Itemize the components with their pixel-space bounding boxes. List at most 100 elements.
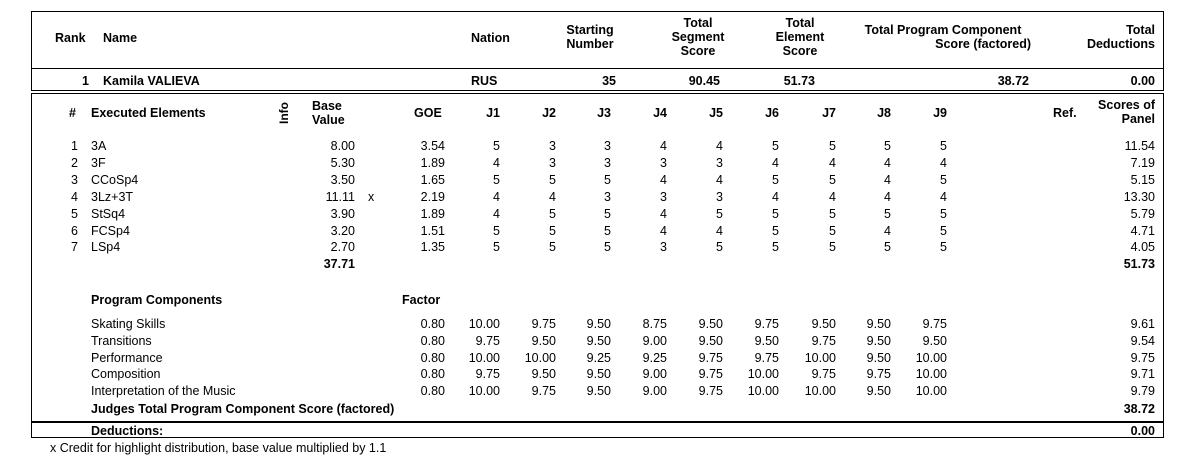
element-judge-7: 5 [829, 240, 836, 255]
component-panel-score: 9.71 [1130, 367, 1155, 382]
component-panel-score: 9.61 [1130, 317, 1155, 331]
judge-header-5: J5 [709, 106, 723, 120]
element-judge-7: 5 [829, 172, 836, 187]
skater-nation: RUS [471, 74, 498, 88]
component-judge-2: 10.00 [524, 350, 556, 365]
component-judge-7: 9.75 [811, 333, 836, 348]
component-judge-4: 8.75 [642, 317, 667, 331]
skater-deductions: 0.00 [1130, 74, 1155, 88]
element-judge-1: 4 [493, 189, 500, 204]
components-total-label: Judges Total Program Component Score (fa… [91, 402, 395, 416]
element-judge-9: 5 [940, 172, 947, 187]
element-num: 7 [71, 240, 78, 255]
component-judge-5: 9.75 [698, 384, 723, 399]
element-judge-1: 5 [493, 240, 500, 255]
element-name: 3Lz+3T [91, 189, 134, 204]
element-num: 2 [71, 155, 78, 170]
element-judge-8: 5 [884, 206, 891, 221]
component-judge-1: 9.75 [475, 367, 500, 382]
header-total-deductions: Total Deductions [1086, 23, 1155, 51]
component-judge-6: 9.75 [754, 350, 779, 365]
judge-header-3: J3 [597, 106, 611, 120]
component-judge-9: 10.00 [915, 384, 947, 399]
element-name: 3A [91, 139, 107, 153]
header-total-pcs: Total Program Component Score (factored) [864, 23, 1031, 51]
element-bonus-mark: x [368, 189, 375, 204]
component-judge-7: 10.00 [804, 384, 836, 399]
element-base-value: 8.00 [330, 139, 355, 153]
element-judge-8: 4 [884, 223, 891, 238]
element-judge-2: 5 [549, 240, 556, 255]
header-starting-number: Starting Number [566, 23, 614, 51]
element-judge-8: 4 [884, 155, 891, 170]
element-judge-5: 5 [716, 206, 723, 221]
element-judge-9: 5 [940, 206, 947, 221]
component-judge-8: 9.50 [866, 317, 891, 331]
element-judge-4: 4 [660, 223, 667, 238]
element-judge-6: 5 [772, 172, 779, 187]
element-judge-1: 5 [493, 139, 500, 153]
element-judge-3: 5 [604, 172, 611, 187]
component-panel-score: 9.75 [1130, 350, 1155, 365]
element-judge-8: 5 [884, 139, 891, 153]
component-judge-1: 9.75 [475, 333, 500, 348]
element-judge-4: 4 [660, 172, 667, 187]
component-judge-2: 9.75 [531, 384, 556, 399]
element-num: 5 [71, 206, 78, 221]
element-judge-5: 5 [716, 240, 723, 255]
component-factor: 0.80 [420, 333, 445, 348]
judge-header-9: J9 [933, 106, 947, 120]
component-judge-4: 9.00 [642, 333, 667, 348]
component-judge-6: 10.00 [747, 367, 779, 382]
element-judge-8: 5 [884, 240, 891, 255]
element-base-value: 2.70 [330, 240, 355, 255]
element-judge-5: 4 [716, 139, 723, 153]
element-goe: 3.54 [420, 139, 445, 153]
component-judge-5: 9.50 [698, 333, 723, 348]
element-judge-9: 4 [940, 189, 947, 204]
component-judge-2: 9.75 [531, 317, 556, 331]
component-judge-9: 10.00 [915, 350, 947, 365]
header-total-element-score: Total Element Score [775, 16, 825, 58]
element-goe: 1.89 [420, 206, 445, 221]
deductions-label: Deductions: [91, 424, 164, 438]
component-panel-score: 9.79 [1130, 384, 1155, 399]
element-judge-9: 5 [940, 139, 947, 153]
element-judge-6: 4 [772, 189, 779, 204]
element-judge-5: 3 [716, 155, 723, 170]
element-judge-2: 5 [549, 206, 556, 221]
element-judge-2: 3 [549, 155, 556, 170]
component-judge-3: 9.50 [586, 367, 611, 382]
element-name: LSp4 [91, 240, 121, 255]
component-judge-8: 9.50 [866, 350, 891, 365]
component-judge-1: 10.00 [468, 384, 500, 399]
element-judge-6: 5 [772, 206, 779, 221]
element-judge-3: 5 [604, 206, 611, 221]
component-judge-8: 9.50 [866, 384, 891, 399]
element-judge-9: 5 [940, 223, 947, 238]
header-rank: Rank [55, 31, 86, 45]
element-judge-6: 5 [772, 240, 779, 255]
element-base-value: 3.50 [330, 172, 355, 187]
element-goe: 1.51 [420, 223, 445, 238]
component-judge-1: 10.00 [468, 317, 500, 331]
deductions-box [31, 422, 1164, 438]
element-panel-score: 7.19 [1130, 155, 1155, 170]
element-judge-6: 5 [772, 223, 779, 238]
element-goe: 1.89 [420, 155, 445, 170]
element-name: StSq4 [91, 206, 126, 221]
element-judge-7: 5 [829, 206, 836, 221]
header-total-segment-score: Total Segment Score [671, 16, 725, 58]
element-panel-score: 5.15 [1130, 172, 1155, 187]
element-judge-6: 5 [772, 139, 779, 153]
element-judge-8: 4 [884, 172, 891, 187]
elements-total-bv: 37.71 [323, 257, 355, 271]
elements-total-panel: 51.73 [1123, 257, 1155, 271]
element-num: 1 [71, 139, 78, 153]
skater-starting-number: 35 [602, 74, 616, 88]
component-judge-4: 9.00 [642, 367, 667, 382]
skater-element-score: 51.73 [783, 74, 815, 88]
component-judge-9: 9.50 [922, 333, 947, 348]
element-judge-1: 5 [493, 223, 500, 238]
element-judge-7: 4 [829, 155, 836, 170]
